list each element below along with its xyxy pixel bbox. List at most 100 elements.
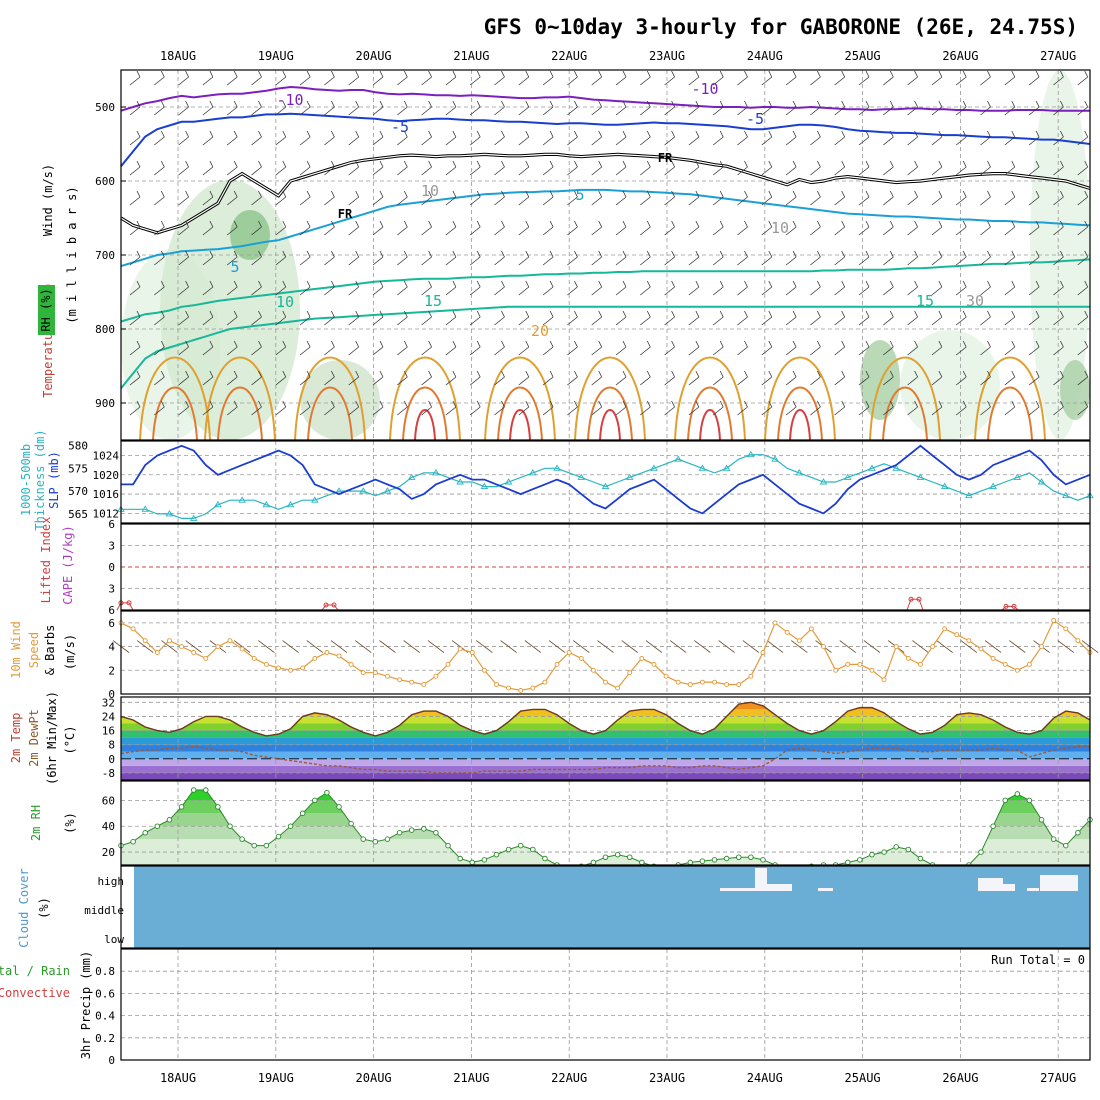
rh2m-label: 2m RH (29, 805, 43, 841)
wind10-point (566, 650, 572, 655)
date-label-top: 27AUG (1040, 49, 1076, 63)
wind-barb (640, 250, 651, 266)
wind-barb (785, 190, 797, 206)
date-label-top: 20AUG (356, 49, 392, 63)
wind-barb (226, 340, 238, 356)
upper-units-label: (m i l l i b a r s) (65, 186, 79, 323)
wind-barb (737, 250, 748, 266)
rh-shading (900, 330, 1000, 440)
temp-band (121, 758, 1090, 766)
wind-barb (640, 340, 651, 356)
wind-barb (348, 310, 360, 326)
wind-barb (1004, 280, 1016, 296)
wind-barb (445, 280, 457, 296)
wind10-point (239, 646, 245, 652)
wind-barb (931, 340, 943, 356)
wind-barb (275, 400, 287, 416)
wind10-barb (912, 640, 929, 653)
wind-barb (445, 310, 457, 326)
wind-barb (761, 160, 773, 176)
wind-barb (591, 160, 603, 176)
wind-barb (348, 70, 360, 86)
rh-point (748, 854, 754, 860)
wind10-point (893, 644, 899, 650)
wind-barb (421, 100, 432, 116)
wind-barb (955, 310, 967, 326)
wind-barb (1004, 250, 1016, 266)
wind-barb (931, 310, 943, 326)
wind-barb (178, 310, 189, 326)
li-bump (116, 602, 134, 611)
thickness-tick-label: 565 (68, 508, 88, 521)
wind10-barb (766, 640, 784, 653)
thickness-point (965, 491, 973, 499)
isotherm-25-lobe (152, 386, 198, 441)
rh-point (251, 842, 257, 849)
rh-point (336, 804, 342, 810)
wind-barb (907, 310, 918, 326)
wind-barb (834, 310, 846, 326)
wind-barb (712, 130, 724, 146)
wind-barb (178, 190, 189, 206)
isotherm-25-lobe (402, 386, 448, 441)
wind10-point (494, 682, 499, 687)
thickness-point (1037, 478, 1046, 485)
temp-band (121, 744, 1090, 752)
wind-barb (664, 130, 675, 146)
wind10-point (385, 673, 390, 679)
wind-barb (688, 130, 700, 146)
wind-barb (1053, 340, 1064, 356)
wind-barb (1028, 100, 1040, 116)
wind-barb (907, 250, 918, 266)
wind-barb (1004, 70, 1016, 86)
wind10-barb (960, 640, 978, 653)
cape-label: CAPE (J/kg) (61, 525, 75, 604)
wind-barb (810, 400, 821, 416)
wind-barb (615, 130, 627, 146)
date-label-top: 19AUG (258, 49, 294, 63)
wind-barb (907, 70, 918, 86)
wind-barb (494, 220, 505, 236)
rh-point (530, 846, 536, 853)
wind-barb (785, 340, 797, 356)
wind-barb (858, 160, 870, 176)
isotherm-20-lobe (674, 356, 746, 441)
wind-barb (1028, 340, 1040, 356)
wind-barb (154, 280, 165, 296)
wind-tick-label: 4 (108, 641, 115, 654)
wind-barb (640, 400, 651, 416)
freezing-line-inner (120, 153, 1091, 234)
wind10-point (1075, 638, 1081, 644)
wind-barb (591, 310, 603, 326)
wind-barb (1004, 220, 1016, 236)
wind10-point (881, 677, 887, 683)
temp-frame (120, 696, 1091, 781)
slp-tick-label: 1012 (93, 507, 120, 520)
wind-barb (251, 220, 262, 236)
thickness-tick-label: 570 (68, 485, 88, 498)
wind10-point (1051, 618, 1057, 623)
wind-barb (494, 310, 505, 326)
rh-point (215, 804, 221, 810)
wind-barb (591, 190, 603, 206)
precip-tick-label: 0 (108, 1054, 115, 1067)
isotherm-label: -5 (746, 110, 764, 128)
wind10-point (336, 653, 342, 659)
rh-point (639, 859, 645, 866)
rh-point (978, 849, 984, 855)
cloud-high-block (767, 884, 792, 891)
wind-barb (955, 220, 967, 236)
wind10-label-3: & Barbs (43, 625, 57, 676)
wind-barb (275, 160, 287, 176)
wind-barb (372, 190, 384, 206)
rh-point (990, 823, 996, 829)
wind10-barb (500, 640, 517, 653)
wind-barb (372, 220, 384, 236)
wind-barb (542, 220, 554, 236)
wind-barb (202, 370, 214, 386)
wind-barb (348, 100, 360, 116)
wind-barb (494, 280, 505, 296)
isotherm-label: 5 (575, 186, 584, 204)
